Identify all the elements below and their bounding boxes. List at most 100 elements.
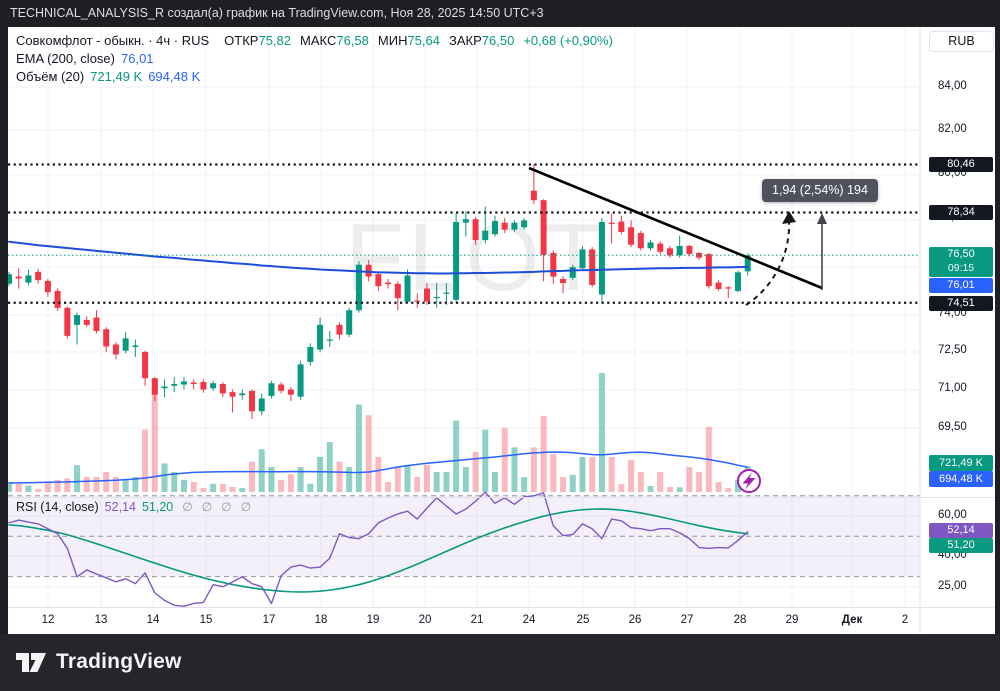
candle (404, 275, 411, 302)
tradingview-brand[interactable]: TradingView (14, 648, 182, 676)
candle (589, 249, 596, 285)
candle (443, 292, 450, 294)
candle (725, 287, 732, 289)
volume-bar (433, 472, 440, 492)
time-axis-label: 21 (471, 614, 484, 626)
share-info-bar: TECHNICAL_ANALYSIS_R создал(а) график на… (0, 0, 1000, 27)
price-badge: 78,34 (929, 204, 993, 220)
volume-bar (346, 467, 353, 492)
time-axis-label: 26 (629, 614, 642, 626)
volume-bar (472, 452, 479, 492)
ohlc-pair: ОТКР75,82 (224, 33, 292, 48)
candle (219, 384, 226, 394)
ema-label: EMA (200, close) (16, 51, 115, 66)
volume-ma-value: 694,48 K (148, 69, 201, 84)
volume-bar (112, 477, 119, 492)
volume-bar (180, 479, 187, 492)
volume-bar (589, 457, 596, 492)
volume-bar (521, 477, 528, 492)
currency-button[interactable]: RUB (929, 31, 994, 52)
volume-bar (453, 420, 460, 492)
volume-bar (93, 477, 100, 492)
candle (492, 221, 498, 235)
curve-arrow-drawing[interactable] (745, 218, 791, 306)
volume-bar (336, 461, 343, 492)
price-badge: 80,46 (929, 156, 993, 172)
candle (414, 300, 421, 302)
candle (569, 267, 576, 278)
candle (433, 296, 440, 299)
volume-bar (83, 477, 90, 492)
volume-bar (287, 474, 294, 492)
candle (744, 255, 751, 272)
candle (637, 233, 644, 249)
volume-bar (229, 487, 236, 492)
candle (336, 324, 343, 335)
volume-bar (608, 457, 615, 492)
candle (297, 364, 304, 397)
chart-card: FLOT 12 13 14 15 17 18 19 20 21 24 25 26 27 28 29 Дек 2 С… (8, 27, 995, 634)
candle (715, 282, 722, 290)
chart-legend: Совкомфлот - обыкн. · 4ч · RUS ОТКР75,82 М… (16, 32, 613, 86)
volume-bar (443, 472, 450, 492)
candle (501, 222, 508, 230)
candle (161, 386, 168, 389)
volume-bar (696, 472, 703, 492)
volume-bar (501, 427, 508, 492)
candle (375, 274, 382, 287)
candle (317, 324, 324, 350)
candle (93, 317, 100, 331)
volume-bar (628, 459, 635, 492)
volume-bar (307, 483, 314, 492)
candle (560, 278, 567, 284)
volume-bar (715, 482, 722, 492)
candle (598, 221, 605, 295)
time-axis-label: 24 (523, 614, 536, 626)
candle (268, 383, 275, 396)
volume-bar (15, 483, 22, 492)
candle (151, 378, 158, 395)
candle (112, 344, 119, 355)
volume-bar (64, 478, 71, 492)
volume-bar (268, 467, 275, 492)
volume-bar (161, 463, 168, 492)
volume-bar (666, 487, 673, 492)
price-axis-label: 25,00 (938, 580, 967, 592)
candle (35, 271, 42, 281)
volume-bar (258, 449, 265, 492)
price-axis-label: 69,50 (938, 421, 967, 433)
price-badge: 51,20 (929, 537, 993, 553)
candle (676, 245, 683, 256)
trendline-drawing[interactable] (528, 166, 823, 290)
candle (64, 307, 71, 336)
volume-bar (219, 483, 226, 492)
measure-tooltip: 1,94 (2,54%) 194 (762, 179, 878, 202)
candle (686, 245, 693, 255)
volume-bar (394, 467, 401, 492)
candle (657, 243, 664, 252)
candle (132, 345, 139, 347)
candle (618, 221, 625, 232)
time-axis-label: Дек (842, 614, 863, 626)
volume-bar (725, 488, 732, 492)
candle (696, 252, 703, 258)
rsi-value: 52,14 (104, 500, 136, 514)
volume-bar (462, 467, 469, 492)
time-axis-label: 19 (367, 614, 380, 626)
price-badge: 74,51 (929, 295, 993, 311)
tradingview-logo-icon (16, 653, 46, 672)
time-axis-label: 27 (681, 614, 694, 626)
price-axis[interactable]: 84,0082,0080,0078,0074,0072,5071,0069,50… (920, 27, 995, 634)
candle (355, 264, 362, 311)
flash-reaction-icon[interactable] (737, 469, 761, 493)
price-axis-label: 72,50 (938, 344, 967, 356)
volume-value: 721,49 K (90, 69, 143, 84)
volume-bar (423, 464, 430, 492)
candle (287, 389, 294, 395)
volume-bar (385, 482, 392, 492)
candle (229, 392, 236, 397)
volume-bar (550, 454, 557, 492)
candle (511, 222, 518, 230)
candle (190, 382, 197, 385)
